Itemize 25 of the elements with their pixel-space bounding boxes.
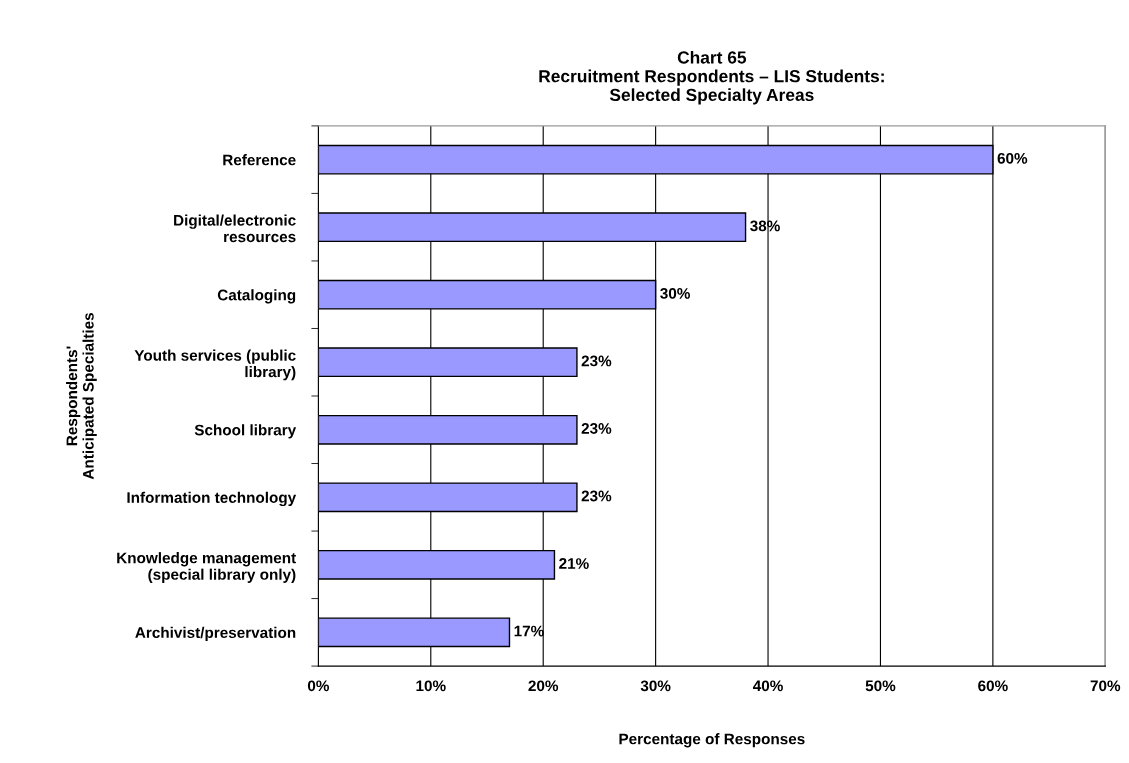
x-tick-label: 60% [978, 680, 1008, 692]
data-label: 23% [581, 355, 612, 367]
y-tick-label: Archivist/preservation [135, 626, 296, 642]
y-tick-label: Cataloging [217, 289, 296, 304]
x-tick-label: 10% [416, 680, 446, 692]
x-tick-label: 20% [528, 680, 559, 692]
x-tick-label: 0% [307, 680, 330, 692]
data-label: 30% [660, 287, 690, 299]
data-label: 23% [581, 490, 612, 502]
x-tick-label: 70% [1090, 680, 1121, 692]
y-tick-label: School library [194, 424, 297, 439]
y-tick-label: Knowledge management (special library only) [117, 552, 296, 583]
y-tick-label: Information technology [127, 491, 297, 507]
y-tick-label: Reference [223, 154, 296, 166]
x-tick-label: 30% [640, 680, 671, 692]
data-label: 21% [559, 558, 589, 569]
y-tick-label: Youth services (public library) [134, 349, 296, 381]
data-label: 60% [997, 152, 1028, 164]
y-tick-label: Digital/electronic resources [174, 214, 296, 243]
chart-title: Chart 65 Recruitment Respondents – LIS Students: Selected Specialty Areas [539, 50, 884, 105]
y-axis-title: Respondents' Anticipated Specialties [66, 312, 97, 480]
x-tick-label: 50% [865, 680, 896, 692]
x-tick-label: 40% [752, 680, 783, 692]
data-label: 23% [581, 423, 612, 434]
x-axis-title: Percentage of Responses [619, 733, 805, 748]
